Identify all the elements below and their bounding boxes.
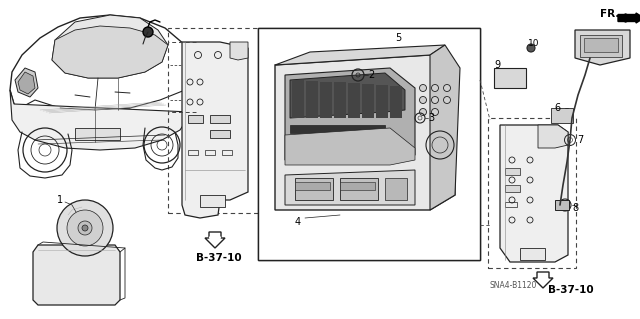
Polygon shape (538, 125, 568, 148)
Polygon shape (33, 245, 120, 305)
Polygon shape (52, 26, 168, 78)
Circle shape (419, 108, 426, 115)
Text: 8: 8 (572, 203, 578, 213)
Polygon shape (10, 90, 190, 150)
Polygon shape (285, 128, 415, 165)
Bar (584, 38, 618, 52)
Circle shape (57, 200, 113, 256)
Text: 2: 2 (368, 70, 374, 80)
Bar (75, 128, 120, 140)
Text: 5: 5 (395, 33, 401, 43)
Polygon shape (430, 45, 460, 210)
Polygon shape (275, 45, 445, 65)
Bar (505, 168, 520, 175)
Polygon shape (18, 72, 35, 94)
Bar (340, 178, 378, 200)
Bar (295, 178, 333, 200)
Text: 10: 10 (528, 39, 540, 48)
Circle shape (78, 221, 92, 235)
Circle shape (419, 85, 426, 92)
Text: 7: 7 (577, 135, 583, 145)
Bar (580, 35, 622, 57)
Bar (505, 202, 517, 207)
Bar (258, 28, 480, 260)
Polygon shape (292, 80, 304, 118)
Text: FR.: FR. (600, 9, 620, 19)
Text: B-37-10: B-37-10 (196, 253, 242, 263)
Text: 6: 6 (554, 103, 560, 113)
Circle shape (431, 85, 438, 92)
Text: 3: 3 (428, 113, 434, 123)
Bar (210, 130, 230, 138)
Polygon shape (306, 81, 318, 118)
Circle shape (431, 97, 438, 103)
Bar (385, 178, 407, 200)
Polygon shape (362, 84, 374, 118)
Polygon shape (500, 125, 568, 262)
Bar (188, 150, 198, 155)
Polygon shape (182, 42, 248, 218)
Bar (188, 115, 203, 123)
Circle shape (527, 44, 535, 52)
Polygon shape (533, 272, 553, 288)
Text: 4: 4 (295, 217, 301, 227)
Text: SNA4-B1120: SNA4-B1120 (489, 281, 536, 291)
Bar (168, 28, 260, 213)
Polygon shape (20, 90, 198, 142)
Polygon shape (52, 15, 168, 78)
Bar (210, 115, 230, 123)
Text: 9: 9 (494, 60, 500, 70)
Circle shape (444, 85, 451, 92)
Bar (488, 118, 576, 268)
Polygon shape (275, 55, 455, 210)
Polygon shape (376, 85, 388, 118)
Bar (494, 68, 526, 88)
Bar (555, 200, 569, 210)
Polygon shape (334, 82, 346, 118)
Polygon shape (205, 232, 225, 248)
Bar (290, 125, 385, 133)
Bar (222, 150, 232, 155)
Bar (295, 182, 330, 190)
Circle shape (444, 97, 451, 103)
Polygon shape (15, 68, 38, 97)
Bar (505, 185, 520, 192)
Polygon shape (285, 68, 415, 160)
FancyArrow shape (618, 13, 640, 23)
Circle shape (143, 27, 153, 37)
Text: 1: 1 (57, 195, 63, 205)
Text: B-37-10: B-37-10 (548, 285, 594, 295)
Polygon shape (290, 73, 405, 118)
Circle shape (67, 210, 103, 246)
Polygon shape (390, 85, 402, 118)
Bar (340, 182, 375, 190)
Polygon shape (10, 15, 200, 142)
Bar (551, 108, 573, 123)
Polygon shape (320, 82, 332, 118)
Bar (520, 248, 545, 260)
Polygon shape (348, 83, 360, 118)
Polygon shape (285, 170, 415, 205)
Circle shape (431, 108, 438, 115)
Polygon shape (230, 42, 248, 60)
Circle shape (419, 97, 426, 103)
Bar (200, 195, 225, 207)
Bar (205, 150, 215, 155)
Circle shape (82, 225, 88, 231)
Polygon shape (575, 30, 630, 65)
Polygon shape (258, 28, 480, 260)
